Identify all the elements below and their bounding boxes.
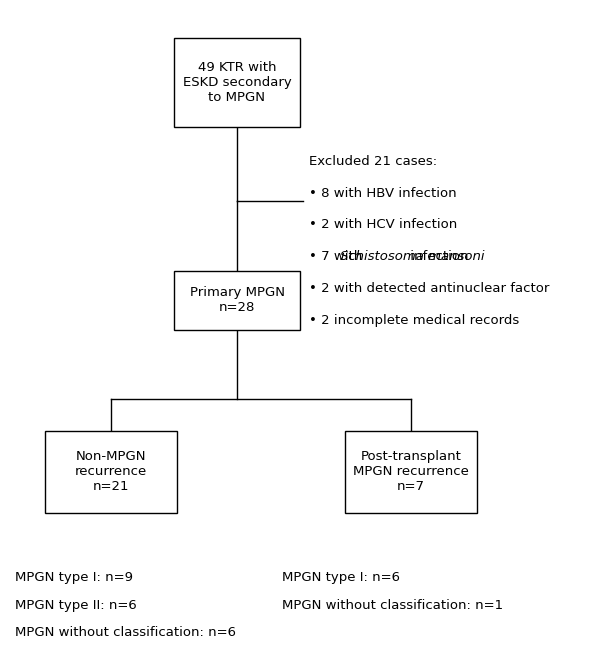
- Text: • 8 with HBV infection: • 8 with HBV infection: [309, 187, 457, 200]
- Text: Schistosoma mansoni: Schistosoma mansoni: [340, 250, 485, 263]
- FancyBboxPatch shape: [345, 431, 477, 513]
- Text: • 7 with: • 7 with: [309, 250, 367, 263]
- FancyBboxPatch shape: [45, 431, 177, 513]
- Text: Non-MPGN
recurrence
n=21: Non-MPGN recurrence n=21: [75, 450, 147, 494]
- Text: Primary MPGN
n=28: Primary MPGN n=28: [190, 286, 284, 314]
- Text: MPGN type II: n=6: MPGN type II: n=6: [15, 599, 137, 612]
- Text: MPGN type I: n=6: MPGN type I: n=6: [282, 571, 400, 584]
- Text: infection: infection: [406, 250, 469, 263]
- Text: MPGN without classification: n=6: MPGN without classification: n=6: [15, 626, 236, 640]
- Text: MPGN without classification: n=1: MPGN without classification: n=1: [282, 599, 503, 612]
- Text: • 2 incomplete medical records: • 2 incomplete medical records: [309, 314, 519, 327]
- Text: 49 KTR with
ESKD secondary
to MPGN: 49 KTR with ESKD secondary to MPGN: [182, 61, 292, 104]
- Text: Excluded 21 cases:: Excluded 21 cases:: [309, 155, 437, 168]
- FancyBboxPatch shape: [174, 271, 300, 330]
- Text: Post-transplant
MPGN recurrence
n=7: Post-transplant MPGN recurrence n=7: [353, 450, 469, 494]
- Text: • 2 with detected antinuclear factor: • 2 with detected antinuclear factor: [309, 282, 550, 295]
- FancyBboxPatch shape: [174, 38, 300, 127]
- Text: • 2 with HCV infection: • 2 with HCV infection: [309, 218, 457, 232]
- Text: MPGN type I: n=9: MPGN type I: n=9: [15, 571, 133, 584]
